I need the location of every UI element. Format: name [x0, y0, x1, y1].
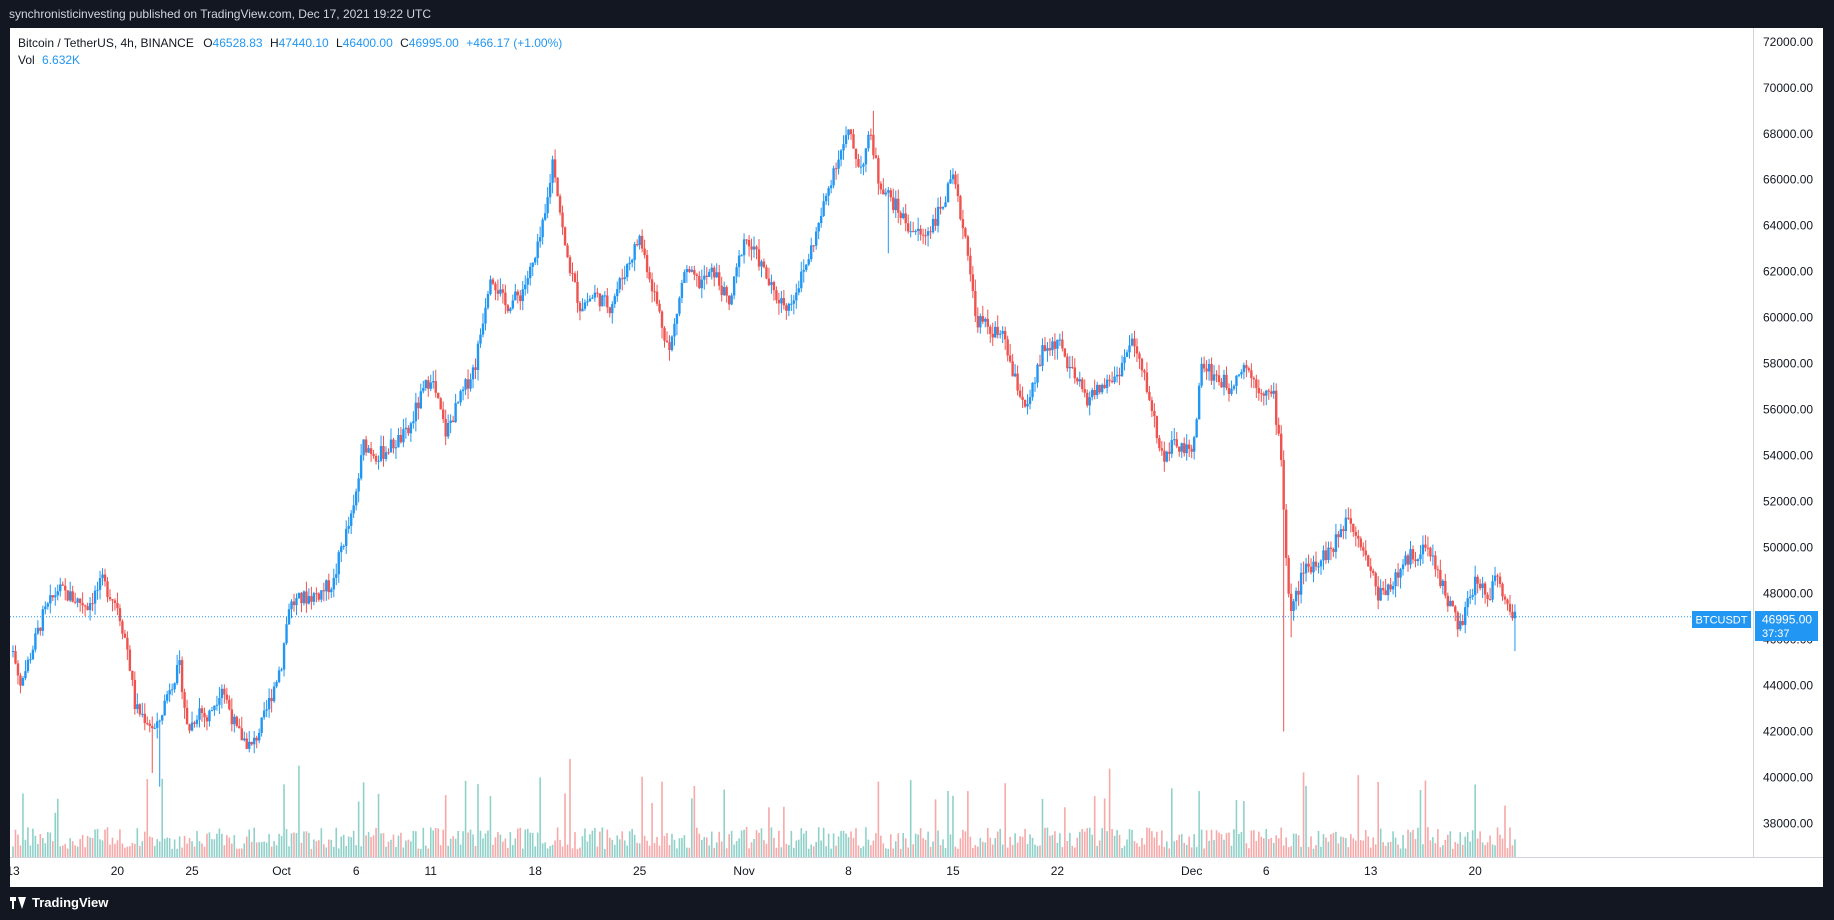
tradingview-logo-text: TradingView	[32, 895, 109, 910]
legend-high-value: 47440.10	[278, 36, 329, 50]
legend-volume-value: 6.632K	[42, 53, 81, 67]
legend-volume-row: Vol 6.632K	[18, 52, 562, 69]
chart-legend: Bitcoin / TetherUS, 4h, BINANCE O46528.8…	[18, 35, 562, 69]
tradingview-logo-icon	[10, 896, 26, 909]
chart-pane[interactable]	[10, 28, 1823, 887]
legend-volume-label: Vol	[18, 53, 35, 67]
legend-open-label: O	[203, 36, 213, 50]
legend-open-value: 46528.83	[212, 36, 263, 50]
legend-change: +466.17 (+1.00%)	[466, 36, 563, 50]
legend-close-value: 46995.00	[408, 36, 459, 50]
publication-bar: synchronisticinvesting published on Trad…	[0, 0, 1834, 28]
legend-high-label: H	[269, 36, 279, 50]
legend-symbol: Bitcoin / TetherUS, 4h, BINANCE	[18, 36, 194, 50]
footer-bar: TradingView	[0, 887, 1834, 920]
publication-line: synchronisticinvesting published on Trad…	[9, 7, 432, 21]
legend-ohlc-row: Bitcoin / TetherUS, 4h, BINANCE O46528.8…	[18, 35, 562, 52]
tradingview-logo[interactable]: TradingView	[10, 895, 108, 910]
legend-low-value: 46400.00	[342, 36, 393, 50]
legend-low-label: L	[336, 36, 343, 50]
legend-close-label: C	[400, 36, 409, 50]
